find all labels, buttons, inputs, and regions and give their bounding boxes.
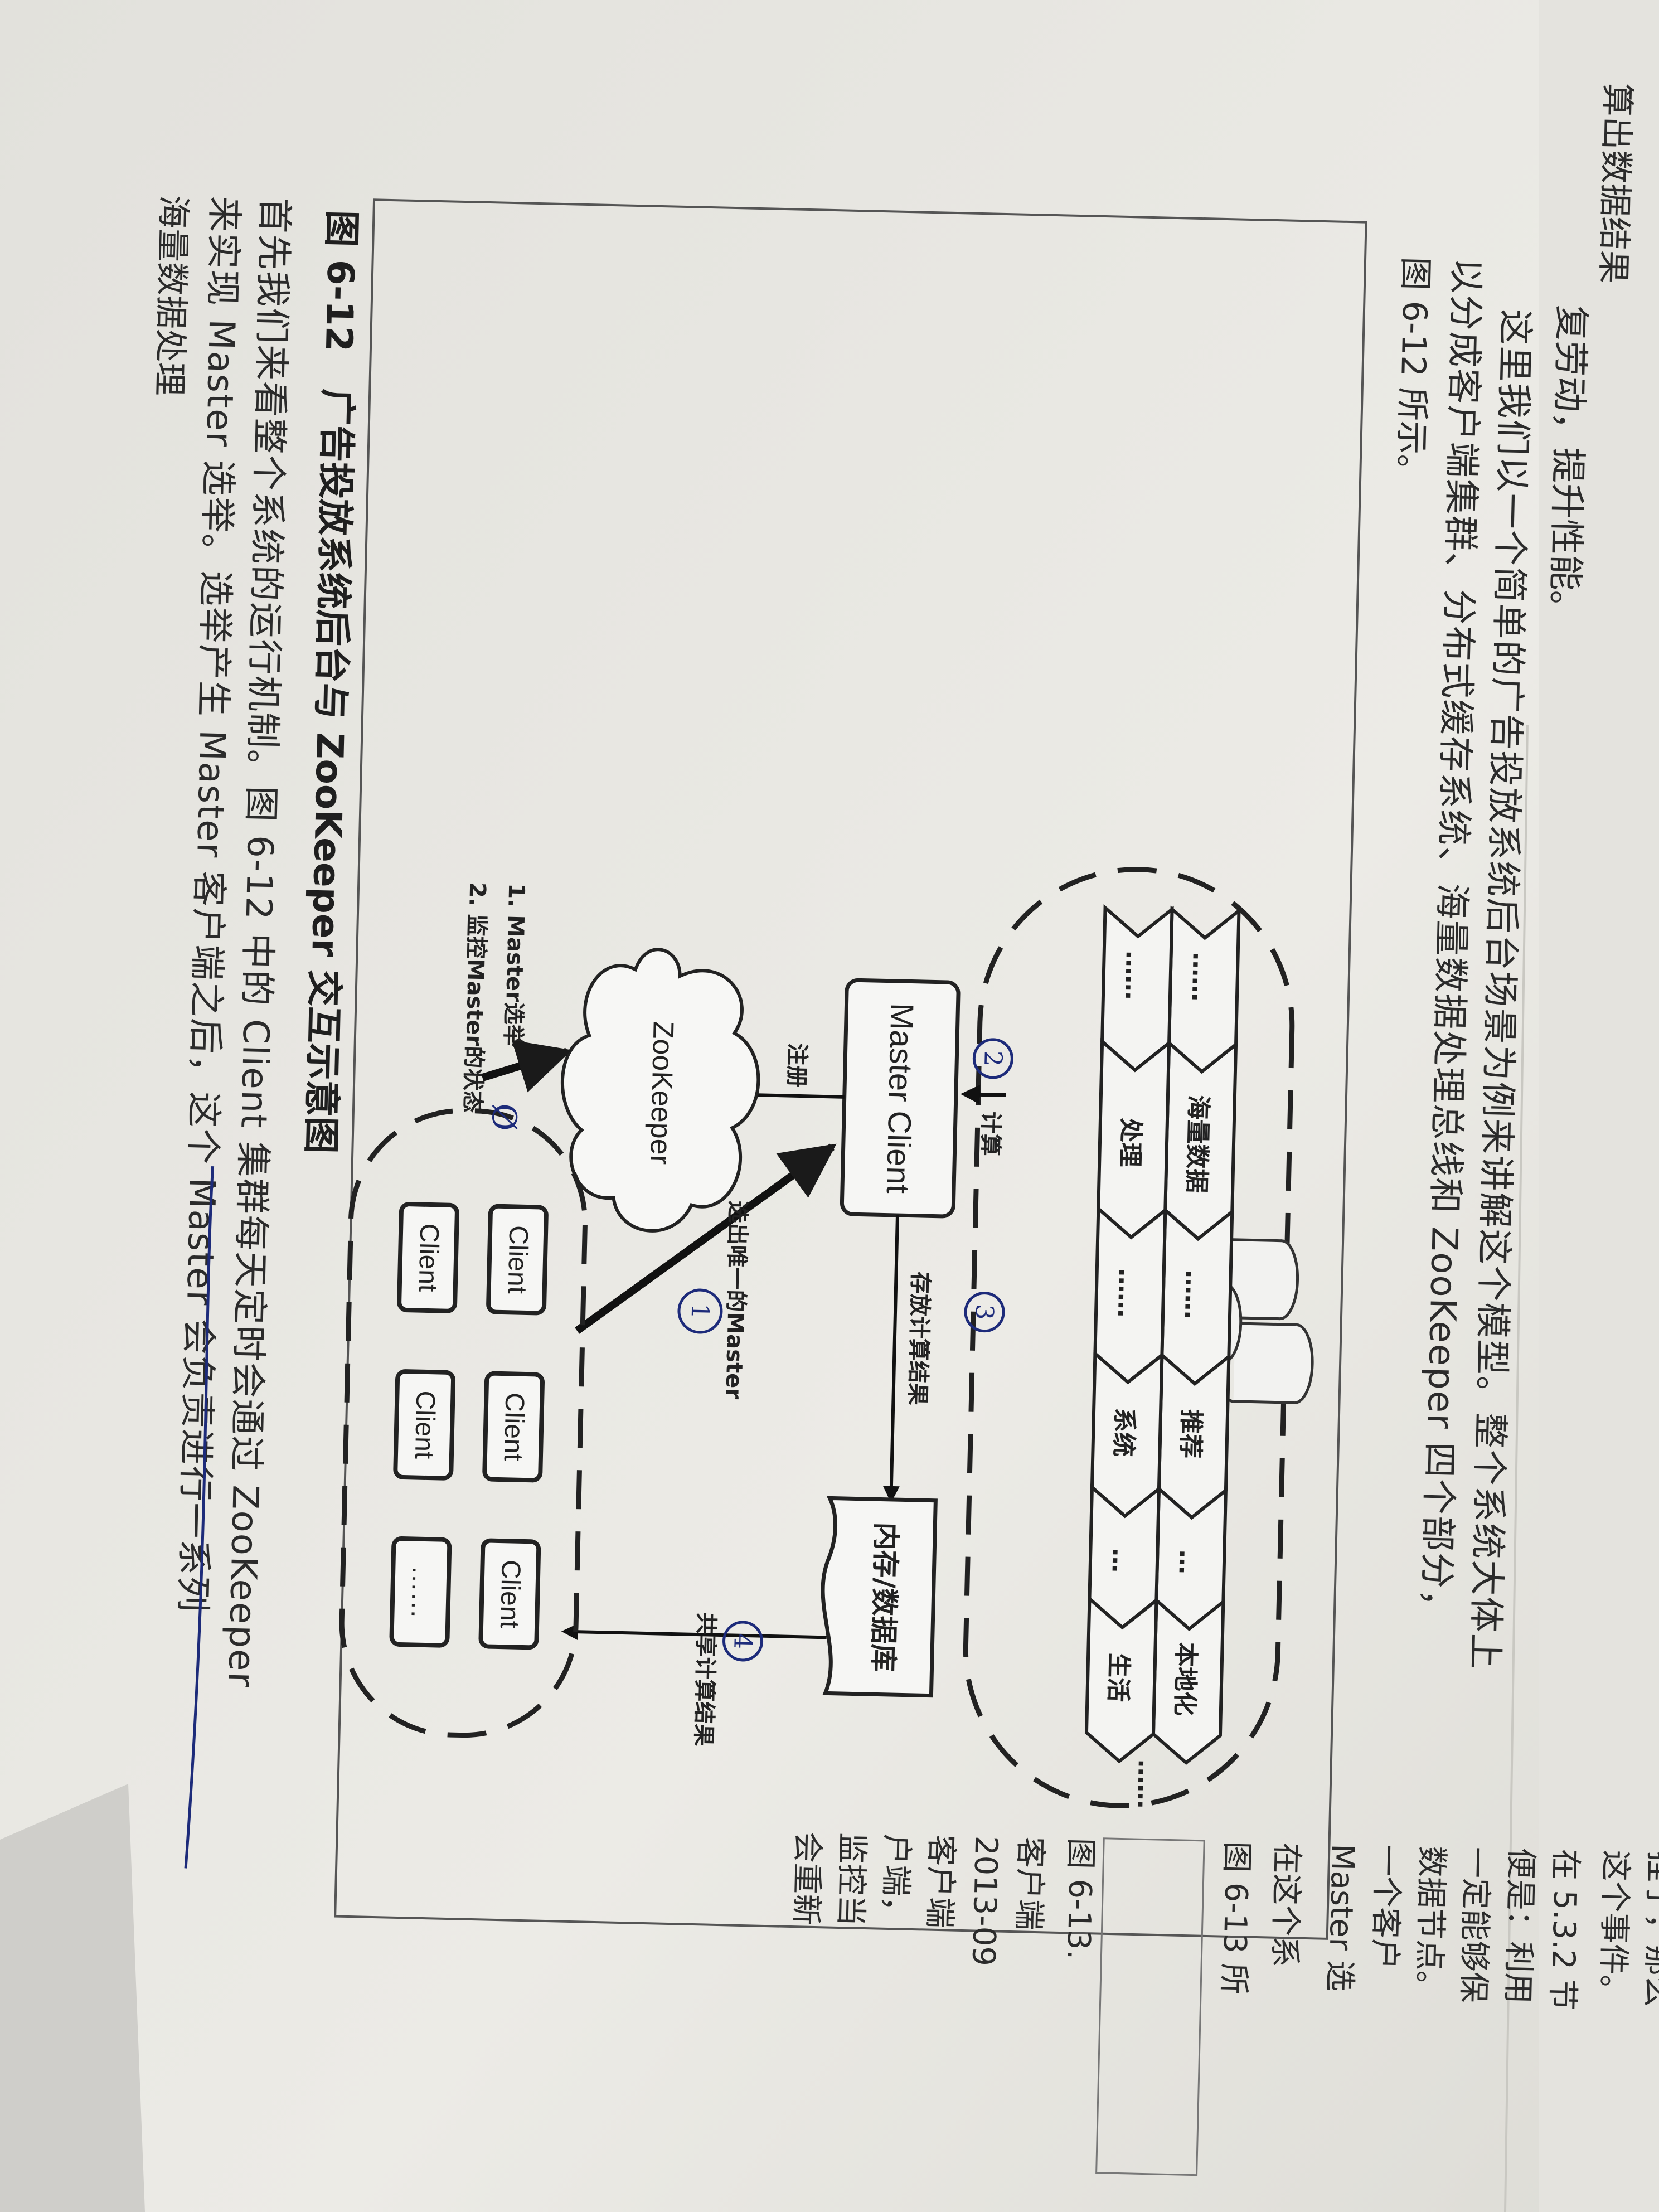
client-grid: Client Client Client Client Client …… [389, 1202, 549, 1650]
hand-circle-4 [722, 1621, 764, 1662]
hand-mark-4: 4 [728, 1633, 757, 1649]
compute-arrow [960, 1084, 1006, 1104]
hand-mark-1: 1 [686, 1303, 715, 1319]
text-line-1: 复劳动，提升性能。 [1543, 304, 1592, 627]
bottom-line-3: 海量数据处理 [149, 195, 193, 396]
bus-segment-12-label: 生活 [1103, 1653, 1133, 1702]
client-label-2: Client [498, 1393, 530, 1462]
right-line-6: 一个客户 [1366, 1845, 1405, 1970]
hand-mark-3: 3 [970, 1304, 999, 1320]
bus-segment-10-label: 系统 [1109, 1408, 1138, 1457]
bus-segment-2-label: 海量数据 [1182, 1095, 1212, 1194]
right-line-9: 图 6-13 所 [1215, 1841, 1255, 1995]
client-box-6 [389, 1536, 452, 1648]
figure-frame [334, 198, 1367, 1940]
left-shadow [0, 1784, 145, 2212]
bus-segment-9-label: …… [1112, 1268, 1142, 1318]
rotated-page: 算出数据结果 复劳动，提升性能。 这里我们以一个简单的广告投放系统后台场景为例来… [149, 83, 1637, 1940]
client-label-1: Client [502, 1225, 533, 1294]
hand-circle-2 [972, 1038, 1013, 1079]
bus-row-bottom: …… 处理 …… 系统 … 生活 [1084, 904, 1174, 1764]
right-line-2: 在 5.3.2 节 [1544, 1849, 1584, 2011]
client-label-6: …… [405, 1565, 436, 1619]
bus-segment-1-label: …… [1186, 952, 1216, 1002]
right-line-12: 2013-09 [965, 1835, 1004, 1966]
bus-segment-11-label: … [1107, 1548, 1136, 1573]
memory-db-label: 内存/数据库 [866, 1522, 902, 1672]
hand-mark-scribble: Ø [484, 1103, 523, 1132]
zookeeper-cloud [561, 948, 760, 1233]
right-line-15: 监控当 [832, 1832, 871, 1927]
share-arrow [561, 1623, 827, 1641]
right-page-figure-frame [1095, 1837, 1205, 2176]
right-line-11: 客户端 [1010, 1836, 1049, 1930]
elect-label: 选出唯一的Master [720, 1200, 750, 1400]
client-label-4: Client [413, 1223, 444, 1292]
right-line-13: 客户端 [921, 1834, 960, 1928]
data-bus: …… 海量数据 …… 推荐 … 本地化 …… 处理 …… 系统 [1084, 904, 1241, 1809]
bus-segment-8-label: 处理 [1115, 1118, 1145, 1167]
memory-db-box [821, 1496, 938, 1698]
client-label-5: Client [409, 1390, 440, 1459]
zk-item-1: 1. Master选举 [500, 883, 530, 1048]
register-label: 注册 [783, 1042, 810, 1088]
hand-circle-1 [677, 1288, 723, 1334]
bus-segment-7-label: …… [1119, 950, 1149, 1000]
hand-underline [184, 1166, 215, 1869]
master-client-label: Master Client [880, 1003, 920, 1194]
right-page-text: 挂了，那么 这个事件。 在 5.3.2 节 便是：利用 一定能够保 数据节点。 … [788, 1831, 1659, 2176]
bus-row-top: …… 海量数据 …… 推荐 … 本地化 [1151, 905, 1241, 1765]
right-line-5: 数据节点。 [1410, 1845, 1450, 2002]
zookeeper-label: ZooKeeper [644, 1021, 680, 1165]
right-line-4: 一定能够保 [1455, 1846, 1495, 2003]
hand-annotations: 2 3 1 4 Ø [484, 1038, 1013, 1662]
client-box-1 [486, 1204, 549, 1316]
store-label: 存放计算结果 [904, 1271, 933, 1405]
client-box-3 [478, 1538, 541, 1650]
right-line-14: 户端， [877, 1833, 915, 1928]
share-label: 共享计算结果 [690, 1612, 719, 1747]
client-box-2 [482, 1371, 545, 1483]
bus-segment-12 [1084, 1595, 1158, 1764]
bus-segment-5-label: … [1173, 1549, 1202, 1574]
page-gutter [1504, 724, 1529, 2212]
bus-segment-3-label: …… [1179, 1270, 1209, 1320]
bus-segment-6-label: 本地化 [1170, 1642, 1200, 1716]
right-line-7: Master 选 [1321, 1844, 1361, 1992]
client-cluster-boundary [339, 1108, 588, 1738]
hand-circle-3 [964, 1292, 1005, 1333]
right-page [1539, 0, 1659, 2212]
right-line-0: 挂了，那么 [1639, 1851, 1659, 2007]
right-line-1: 这个事件。 [1594, 1850, 1634, 2006]
client-box-4 [397, 1202, 459, 1313]
zk-arrow [481, 1040, 572, 1093]
right-line-16: 会重新 [788, 1831, 826, 1925]
bus-segment-4-label: 推荐 [1176, 1409, 1205, 1459]
text-line-0: 算出数据结果 [1593, 83, 1637, 284]
client-box-5 [393, 1369, 456, 1481]
bus-segment-end-label: …… [1132, 1759, 1161, 1809]
compute-label: 计算 [977, 1111, 1003, 1156]
right-line-10: 图 6-13. [1060, 1837, 1099, 1960]
store-arrow [882, 1215, 900, 1503]
hand-mark-2: 2 [978, 1050, 1007, 1066]
client-label-3: Client [494, 1560, 526, 1629]
right-line-8: 在这个系 [1266, 1842, 1305, 1967]
text-line-4: 图 6-12 所示。 [1391, 256, 1435, 488]
elect-arrow [575, 1143, 837, 1334]
right-line-3: 便是：利用 [1500, 1847, 1539, 2004]
